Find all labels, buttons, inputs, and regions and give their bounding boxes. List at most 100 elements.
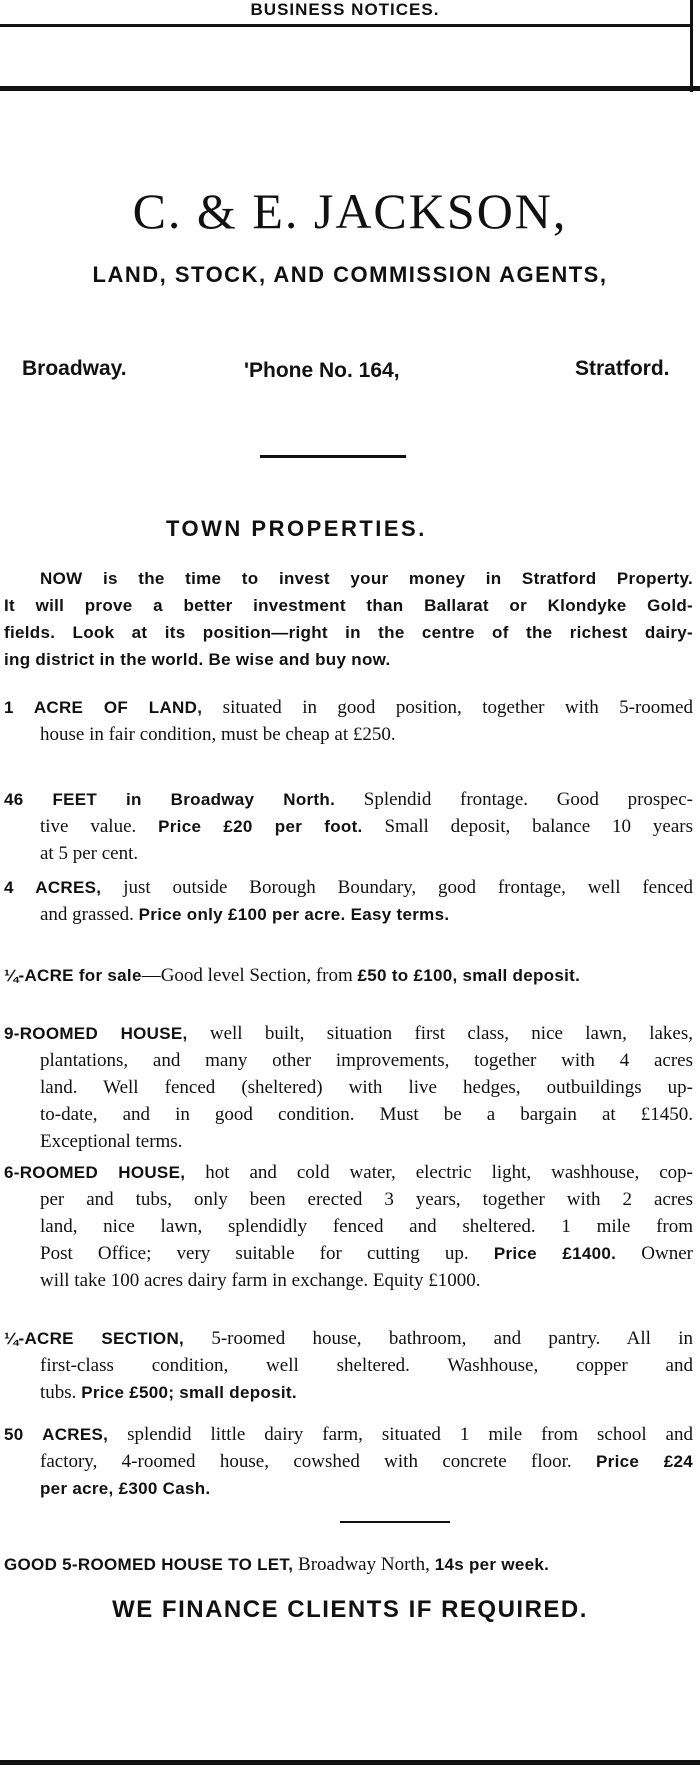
- body-text: 5-roomed house, bathroom, and pantry. Al…: [184, 1328, 693, 1349]
- bold-text: Price £500; small deposit.: [81, 1383, 297, 1402]
- text-line: 9-ROOMED HOUSE, well built, situation fi…: [4, 1020, 693, 1047]
- body-text: tubs.: [40, 1382, 82, 1403]
- address-left: Broadway.: [22, 357, 127, 380]
- bold-text: Price only £100 per acre. Easy terms.: [138, 905, 450, 924]
- text-line: ¼-ACRE for sale—Good level Section, from…: [4, 962, 693, 989]
- bold-text: fields. Look at its position—right in th…: [4, 623, 693, 642]
- body-text: to-date, and in good condition. Must be …: [40, 1104, 693, 1125]
- header-rule: [0, 24, 693, 27]
- text-line: land. Well fenced (sheltered) with live …: [40, 1074, 693, 1101]
- text-line: to-date, and in good condition. Must be …: [40, 1101, 693, 1128]
- listing: 50 ACRES, splendid little dairy farm, si…: [0, 1421, 698, 1502]
- text-line: GOOD 5-ROOMED HOUSE TO LET, Broadway Nor…: [4, 1551, 693, 1578]
- body-text: —Good level Section, from: [141, 965, 358, 986]
- body-text: house in fair condition, must be cheap a…: [40, 724, 396, 745]
- bold-text: Price £1400.: [493, 1244, 617, 1263]
- body-text: splendid little dairy farm, situated 1 m…: [108, 1424, 693, 1445]
- bold-text: 14s per week.: [434, 1555, 550, 1574]
- text-line: tive value. Price £20 per foot. Small de…: [40, 813, 693, 840]
- text-line: factory, 4-roomed house, cowshed with co…: [40, 1448, 693, 1475]
- bold-text: 6-ROOMED HOUSE,: [4, 1163, 186, 1182]
- listing: 9-ROOMED HOUSE, well built, situation fi…: [0, 1020, 698, 1155]
- body-text: plantations, and many other improvements…: [40, 1050, 693, 1071]
- bold-text: It will prove a better investment than B…: [4, 596, 693, 615]
- body-text: per and tubs, only been erected 3 years,…: [40, 1189, 693, 1210]
- address-right: Stratford.: [575, 357, 670, 380]
- body-text: just outside Borough Boundary, good fron…: [101, 877, 693, 898]
- bold-text: per acre, £300 Cash.: [40, 1479, 211, 1498]
- listing-divider: [340, 1521, 450, 1523]
- bold-text: 4 ACRES,: [4, 878, 102, 897]
- body-text: tive value.: [40, 816, 159, 837]
- bold-text: 9-ROOMED HOUSE,: [4, 1024, 188, 1043]
- bold-text: Price £24: [596, 1452, 693, 1471]
- section-title: TOWN PROPERTIES.: [166, 516, 427, 541]
- body-text: at 5 per cent.: [40, 843, 139, 864]
- listing: 1 ACRE OF LAND, situated in good positio…: [0, 694, 698, 748]
- listing: 4 ACRES, just outside Borough Boundary, …: [0, 874, 698, 928]
- body-text: Small deposit, balance 10 years: [362, 816, 693, 837]
- bold-text: 1 ACRE OF LAND,: [4, 698, 203, 717]
- body-text: well built, situation first class, nice …: [187, 1023, 693, 1044]
- body-text: Post Office; very suitable for cutting u…: [40, 1243, 494, 1264]
- body-text: land. Well fenced (sheltered) with live …: [40, 1077, 693, 1098]
- bold-text: ¼-ACRE SECTION,: [4, 1329, 185, 1348]
- body-text: hot and cold water, electric light, wash…: [185, 1162, 693, 1183]
- listing: 6-ROOMED HOUSE, hot and cold water, elec…: [0, 1159, 698, 1294]
- body-text: and grassed.: [40, 904, 139, 925]
- text-line: and grassed. Price only £100 per acre. E…: [40, 901, 693, 928]
- firm-tagline: LAND, STOCK, AND COMMISSION AGENTS,: [92, 262, 608, 287]
- text-line: 6-ROOMED HOUSE, hot and cold water, elec…: [4, 1159, 693, 1186]
- text-line: ing district in the world. Be wise and b…: [4, 646, 693, 673]
- bold-text: ¼-ACRE for sale: [4, 966, 142, 985]
- text-line: will take 100 acres dairy farm in exchan…: [40, 1267, 693, 1294]
- text-line: per acre, £300 Cash.: [40, 1475, 693, 1502]
- advert-top-rule: [0, 86, 700, 91]
- text-line: 4 ACRES, just outside Borough Boundary, …: [4, 874, 693, 901]
- bold-text: ing district in the world. Be wise and b…: [4, 650, 391, 669]
- body-text: Owner: [616, 1243, 693, 1264]
- text-line: Post Office; very suitable for cutting u…: [40, 1240, 693, 1267]
- section-header: BUSINESS NOTICES.: [250, 0, 440, 19]
- text-line: 1 ACRE OF LAND, situated in good positio…: [4, 694, 693, 721]
- text-line: land, nice lawn, splendidly fenced and s…: [40, 1213, 693, 1240]
- text-line: Exceptional terms.: [40, 1128, 693, 1155]
- bold-text: NOW is the time to invest your money in …: [40, 569, 693, 588]
- body-text: situated in good position, together with…: [202, 697, 693, 718]
- body-text: land, nice lawn, splendidly fenced and s…: [40, 1216, 693, 1237]
- bold-text: GOOD 5-ROOMED HOUSE TO LET,: [4, 1555, 294, 1574]
- advert-bottom-rule: [0, 1760, 700, 1765]
- text-line: first-class condition, well sheltered. W…: [40, 1352, 693, 1379]
- firm-name: C. & E. JACKSON,: [132, 183, 568, 239]
- text-line: It will prove a better investment than B…: [4, 592, 693, 619]
- phone-number: 'Phone No. 164,: [244, 359, 400, 382]
- closing-line: WE FINANCE CLIENTS IF REQUIRED.: [112, 1596, 588, 1623]
- body-text: factory, 4-roomed house, cowshed with co…: [40, 1451, 597, 1472]
- text-line: 50 ACRES, splendid little dairy farm, si…: [4, 1421, 693, 1448]
- listing: GOOD 5-ROOMED HOUSE TO LET, Broadway Nor…: [0, 1551, 698, 1578]
- bold-text: 46 FEET in Broadway North.: [4, 790, 336, 809]
- text-line: at 5 per cent.: [40, 840, 693, 867]
- body-text: Exceptional terms.: [40, 1131, 183, 1152]
- listing: 46 FEET in Broadway North. Splendid fron…: [0, 786, 698, 867]
- divider-rule: [260, 455, 406, 458]
- text-line: 46 FEET in Broadway North. Splendid fron…: [4, 786, 693, 813]
- listing: ¼-ACRE SECTION, 5-roomed house, bathroom…: [0, 1325, 698, 1406]
- bold-text: £50 to £100, small deposit.: [357, 966, 581, 985]
- bold-text: Price £20 per foot.: [158, 817, 363, 836]
- text-line: tubs. Price £500; small deposit.: [40, 1379, 693, 1406]
- bold-text: 50 ACRES,: [4, 1425, 109, 1444]
- text-line: NOW is the time to invest your money in …: [40, 565, 693, 592]
- text-line: house in fair condition, must be cheap a…: [40, 721, 693, 748]
- right-border: [690, 0, 693, 92]
- text-line: plantations, and many other improvements…: [40, 1047, 693, 1074]
- intro-paragraph: NOW is the time to invest your money in …: [0, 565, 698, 673]
- text-line: ¼-ACRE SECTION, 5-roomed house, bathroom…: [4, 1325, 693, 1352]
- body-text: Broadway North,: [293, 1554, 435, 1575]
- text-line: per and tubs, only been erected 3 years,…: [40, 1186, 693, 1213]
- listing: ¼-ACRE for sale—Good level Section, from…: [0, 962, 698, 989]
- body-text: Splendid frontage. Good prospec-: [335, 789, 694, 810]
- body-text: will take 100 acres dairy farm in exchan…: [40, 1270, 481, 1291]
- text-line: fields. Look at its position—right in th…: [4, 619, 693, 646]
